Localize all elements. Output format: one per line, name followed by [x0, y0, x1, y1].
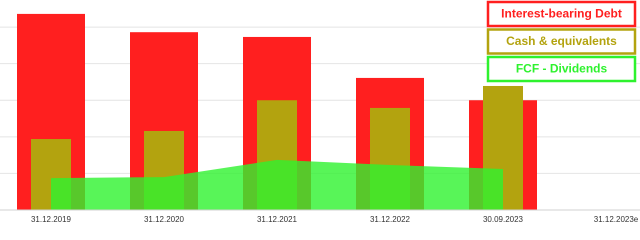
legend-box [486, 0, 637, 28]
page: {"chart_data": {"type": "bar", "categori… [0, 0, 640, 225]
x-tick-label: 31.12.2020 [144, 215, 185, 224]
x-tick-label: 31.12.2021 [257, 215, 298, 224]
x-tick-label: 30.09.2023 [483, 215, 524, 224]
chart: 31.12.2019 31.12.2020 31.12.2021 31.12.2022… [0, 0, 640, 224]
x-tick-label: 31.12.2019 [31, 215, 72, 224]
legend-label: Cash & equivalents [506, 34, 617, 48]
area [51, 159, 503, 210]
legend-label: Interest-bearing Debt [501, 7, 622, 21]
x-tick-label: 31.12.2023e [594, 215, 639, 224]
legend-box [486, 55, 637, 83]
legend-label: FCF - Dividends [516, 62, 608, 76]
x-tick-label: 31.12.2022 [370, 215, 411, 224]
legend-box [486, 28, 637, 55]
